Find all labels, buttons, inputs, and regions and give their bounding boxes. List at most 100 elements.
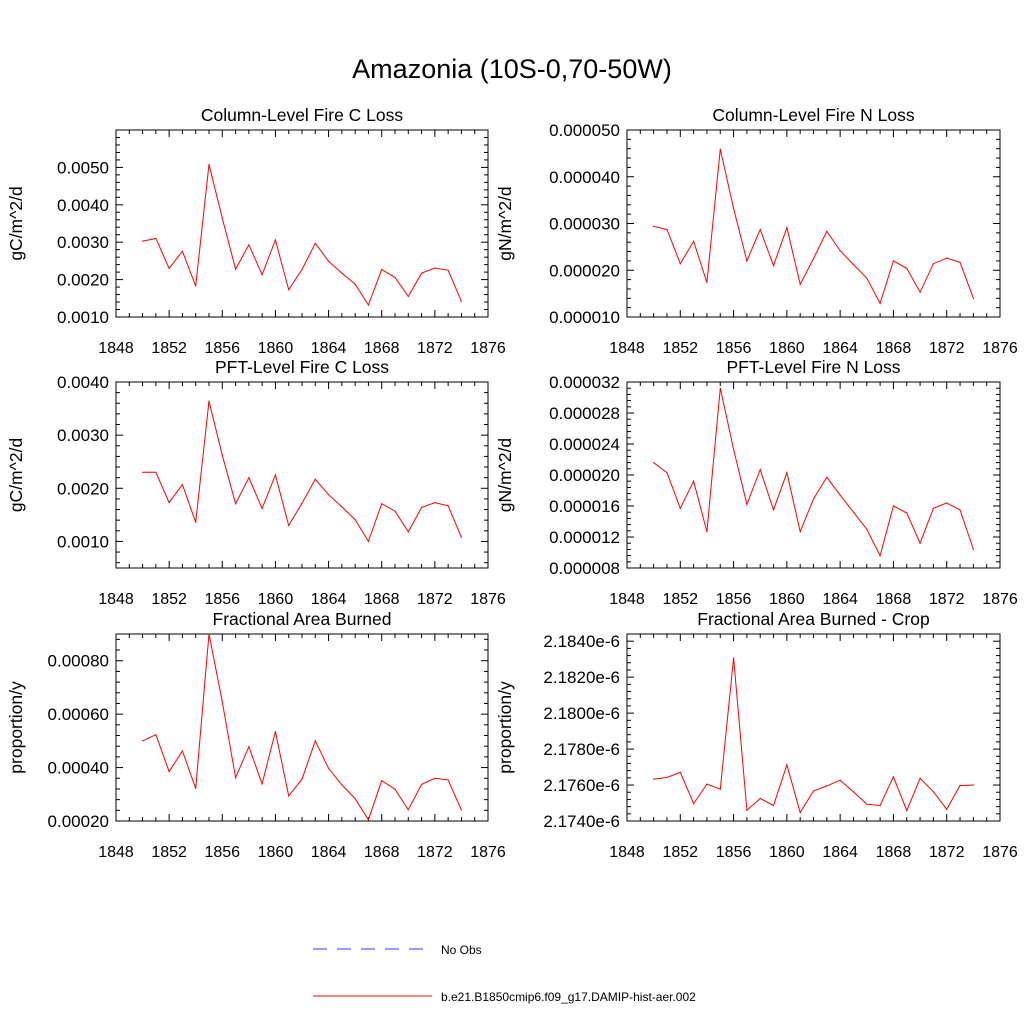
data-point [906, 512, 908, 514]
data-point [221, 217, 223, 219]
data-point [879, 804, 881, 807]
data-point [972, 297, 975, 299]
x-tick-label: 1864 [822, 591, 858, 608]
data-point [972, 784, 975, 786]
x-tick-label: 1852 [151, 844, 187, 861]
panel-title: PFT-Level Fire N Loss [726, 357, 900, 377]
y-tick-label: 2.1760e-6 [543, 776, 620, 795]
panel-title: Fractional Area Burned [213, 609, 392, 629]
data-point [959, 261, 961, 263]
data-point [772, 804, 775, 807]
x-tick-label: 1876 [982, 844, 1018, 861]
data-point [932, 791, 935, 793]
data-point [892, 776, 895, 778]
x-tick-label: 1864 [822, 340, 858, 357]
y-tick-label: 0.000032 [549, 373, 620, 392]
y-tick-label: 0.000010 [549, 308, 620, 327]
data-point [879, 302, 881, 304]
x-tick-label: 1876 [470, 591, 506, 608]
data-point [786, 227, 788, 229]
data-point [407, 531, 409, 533]
plot-frame [115, 381, 489, 569]
y-tick-label: 0.00080 [48, 652, 109, 671]
x-tick-label: 1872 [929, 844, 965, 861]
y-tick-label: 2.1840e-6 [543, 632, 620, 651]
y-tick-label: 0.000030 [549, 215, 620, 234]
legend-label-no-obs: No Obs [441, 943, 482, 957]
x-tick-label: 1848 [609, 844, 645, 861]
data-point [208, 400, 210, 402]
data-point [799, 283, 801, 285]
data-point [168, 502, 170, 504]
plot-frame [115, 633, 489, 822]
data-point [879, 555, 881, 557]
data-point [328, 494, 330, 496]
x-tick-label: 1868 [364, 591, 400, 608]
panel-column-fire-n-loss: 1848 1852 1856 1860 1864 1868 1872 1876 0.000010… [495, 105, 1018, 357]
data-point [693, 480, 695, 482]
data-point [746, 503, 748, 505]
panel-title: PFT-Level Fire C Loss [215, 357, 389, 377]
y-tick-label: 0.0040 [57, 196, 109, 215]
data-point [394, 276, 396, 278]
x-tick-label: 1872 [417, 591, 453, 608]
data-point [261, 783, 263, 785]
data-point [288, 289, 290, 291]
data-point [314, 478, 316, 480]
data-point [679, 263, 681, 265]
data-point [394, 510, 396, 512]
data-point [733, 657, 735, 659]
data-point [314, 740, 316, 742]
x-tick-label: 1856 [716, 591, 752, 608]
y-tick-label: 0.0010 [57, 532, 109, 551]
data-point [706, 783, 708, 785]
data-point [946, 502, 948, 504]
data-point [301, 268, 303, 271]
data-point [155, 237, 157, 240]
x-tick-label: 1872 [929, 340, 965, 357]
data-point [759, 469, 761, 471]
data-point [261, 507, 263, 510]
x-tick-label: 1868 [876, 591, 912, 608]
y-tick-label: 0.00060 [48, 705, 109, 724]
x-tick-label: 1872 [929, 591, 965, 608]
data-point [919, 291, 921, 293]
data-point [866, 528, 868, 530]
panel-title: Fractional Area Burned - Crop [697, 609, 929, 629]
x-tick-label: 1868 [364, 844, 400, 861]
x-tick-label: 1864 [311, 844, 347, 861]
data-point [195, 285, 197, 287]
y-tick-label: 0.000020 [549, 261, 620, 280]
x-tick-label: 1868 [876, 340, 912, 357]
data-point [812, 790, 815, 792]
data-point [274, 730, 276, 733]
data-point [168, 771, 170, 773]
y-tick-label: 0.0040 [57, 373, 109, 392]
data-point [248, 244, 250, 246]
data-point [826, 785, 828, 787]
data-point [274, 239, 276, 241]
x-tick-label: 1848 [609, 591, 645, 608]
y-axis-label: proportion/y [6, 681, 26, 774]
x-tick-label: 1852 [151, 591, 187, 608]
data-point [221, 454, 223, 456]
plot-frame [626, 633, 1001, 822]
data-point [826, 476, 828, 478]
data-point [932, 507, 935, 509]
data-point [407, 809, 409, 811]
data-point [381, 780, 383, 782]
y-tick-label: 0.000008 [549, 559, 620, 578]
x-tick-label: 1860 [769, 340, 805, 357]
data-point [301, 502, 303, 504]
x-tick-label: 1848 [609, 340, 645, 357]
data-point [168, 267, 170, 269]
figure-title: Amazonia (10S-0,70-50W) [352, 54, 672, 84]
series-line [653, 388, 974, 557]
data-point [235, 777, 237, 779]
data-point [666, 472, 668, 474]
data-point [772, 509, 775, 511]
data-point [812, 498, 815, 500]
data-point [421, 272, 423, 274]
data-point [666, 229, 668, 231]
x-tick-label: 1856 [716, 340, 752, 357]
